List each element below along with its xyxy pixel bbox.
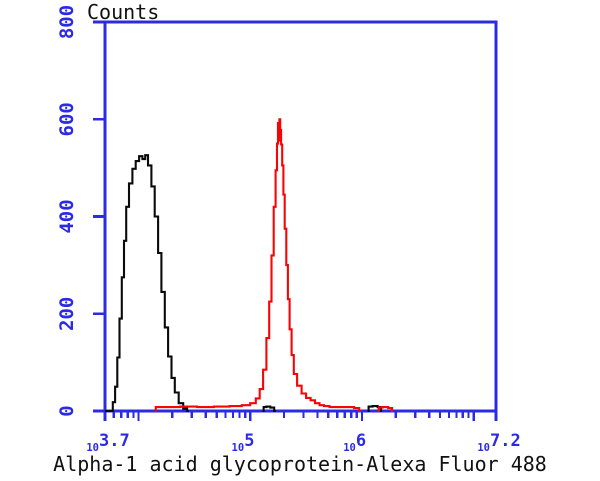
x-tick-label: 5 (244, 431, 254, 451)
unstained-control-curve (262, 405, 276, 413)
x-tick-label: 6 (356, 431, 366, 451)
x-tick-base-10: 10 (232, 442, 245, 454)
x-tick-base-10: 10 (86, 442, 99, 454)
x-tick-label: 3.7 (99, 431, 130, 451)
y-axis-title: Counts (87, 0, 160, 24)
x-axis-label: Alpha-1 acid glycoprotein-Alexa Fluor 48… (53, 452, 547, 476)
alpha-1-acid-glycoprotein-alexa-fluor-488-curve (377, 406, 394, 413)
unstained-control-curve (105, 154, 189, 413)
plot-frame (103, 20, 498, 413)
y-tick-label: 600 (56, 102, 78, 136)
y-tick-label: 200 (56, 297, 78, 331)
x-tick-label: 7.2 (490, 431, 521, 451)
x-tick-base-10: 10 (343, 442, 356, 454)
alpha-1-acid-glycoprotein-alexa-fluor-488-curve (154, 118, 361, 413)
y-tick-label: 800 (56, 5, 78, 39)
y-tick-label: 0 (56, 405, 78, 416)
x-tick-base-10: 10 (477, 442, 490, 454)
y-tick-label: 400 (56, 199, 78, 233)
